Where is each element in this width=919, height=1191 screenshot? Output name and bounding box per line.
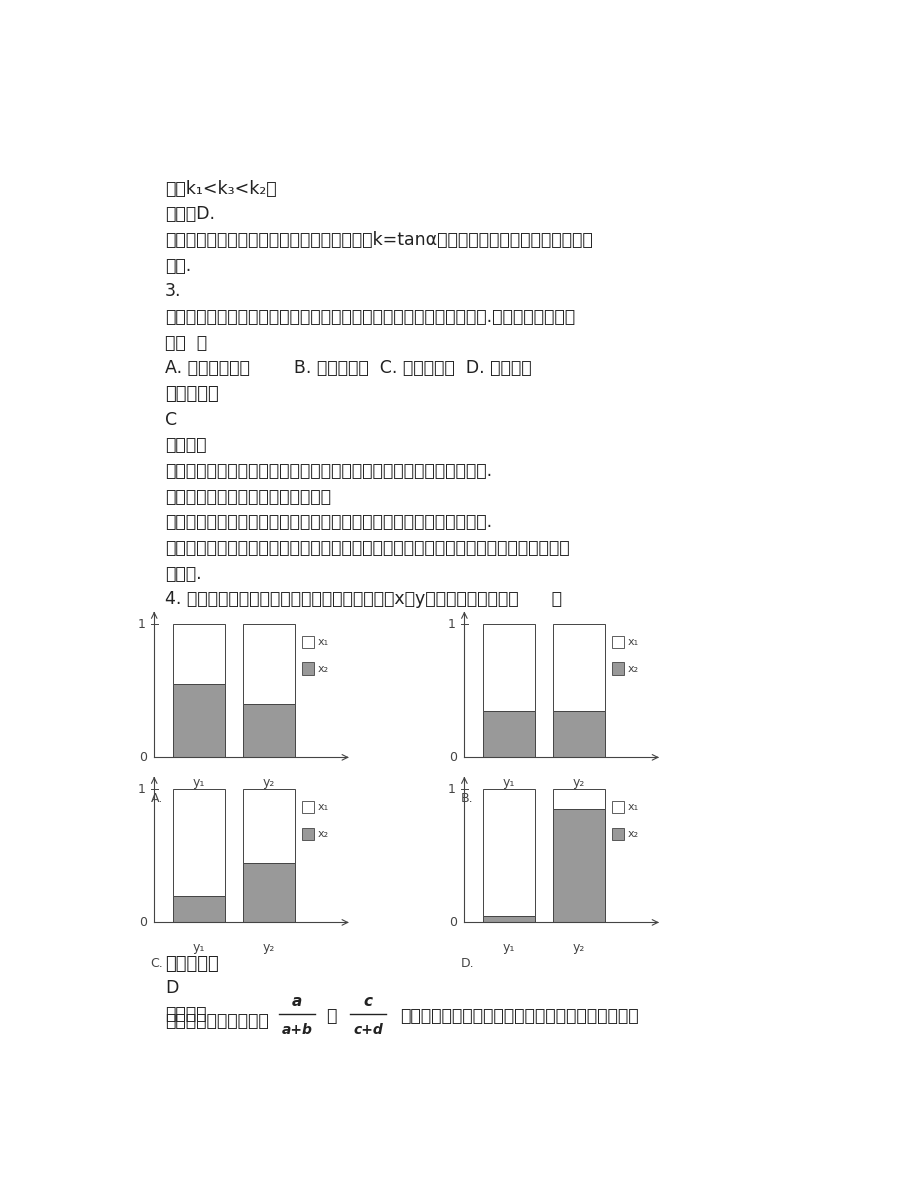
Text: x₁: x₁ (627, 803, 638, 812)
Bar (552, 624, 605, 711)
Text: y₂: y₂ (573, 775, 584, 788)
Bar (552, 810, 605, 922)
Text: 中（  ）: 中（ ） (165, 333, 207, 351)
Bar (552, 711, 605, 757)
Text: 在频率等高条形图中，: 在频率等高条形图中， (165, 1012, 268, 1030)
Text: a+b: a+b (281, 1023, 312, 1037)
Bar (243, 624, 295, 704)
Text: 【分析】: 【分析】 (165, 436, 206, 455)
Text: y₂: y₂ (263, 775, 275, 788)
Text: A. 推理形式错误        B. 小前提错误  C. 大前提错误  D. 结论错误: A. 推理形式错误 B. 小前提错误 C. 大前提错误 D. 结论错误 (165, 360, 531, 378)
Bar (243, 790, 295, 862)
Text: 0: 0 (448, 750, 457, 763)
Bar (552, 790, 605, 810)
Text: 1: 1 (448, 618, 455, 631)
Text: 相差很大时，我们认为两个分类变量有关系，即可得: 相差很大时，我们认为两个分类变量有关系，即可得 (400, 1006, 638, 1025)
Text: 参考答案：: 参考答案： (165, 954, 219, 973)
Text: 性质.: 性质. (165, 256, 191, 275)
Text: x₂: x₂ (317, 663, 328, 674)
Bar (612, 800, 623, 813)
Bar (612, 636, 623, 648)
Text: 与: 与 (325, 1006, 335, 1025)
Text: 1: 1 (448, 782, 455, 796)
Bar (173, 790, 224, 896)
Text: y₁: y₁ (502, 941, 515, 954)
Bar (302, 828, 313, 840)
Text: y₁: y₁ (192, 941, 205, 954)
Text: 【分析】: 【分析】 (165, 1005, 206, 1023)
Bar (243, 704, 295, 757)
Text: 4. 观察下面频率等高条形图，其中两个分类变量x，y之间关系最强的是（      ）: 4. 观察下面频率等高条形图，其中两个分类变量x，y之间关系最强的是（ ） (165, 591, 562, 609)
Text: x₂: x₂ (317, 829, 328, 838)
Bar (302, 800, 313, 813)
Text: 【点睛】本题主要考查逻辑推理的结构，分清三段论推理中的大前提，小前提，结论是求: 【点睛】本题主要考查逻辑推理的结构，分清三段论推理中的大前提，小前提，结论是求 (165, 540, 569, 557)
Text: C: C (165, 411, 176, 429)
Text: 解关键.: 解关键. (165, 565, 201, 582)
Text: 3.: 3. (165, 282, 181, 300)
Text: 1: 1 (138, 782, 145, 796)
Text: 【点评】本题考查直线倾斜角和斜率的关系：k=tanα，研究的方法就是利用正切函数的: 【点评】本题考查直线倾斜角和斜率的关系：k=tanα，研究的方法就是利用正切函数… (165, 231, 592, 249)
Text: c+d: c+d (353, 1023, 382, 1037)
Bar (302, 636, 313, 648)
Bar (612, 828, 623, 840)
Text: 矩形的对角线互相垂直，正方形的对角线互相垂直，所以正方形是矩形.以上三段论的推理: 矩形的对角线互相垂直，正方形的对角线互相垂直，所以正方形是矩形.以上三段论的推理 (165, 308, 574, 326)
Text: 0: 0 (448, 916, 457, 929)
Text: c: c (363, 993, 372, 1009)
Bar (482, 916, 534, 922)
Text: x₂: x₂ (627, 663, 638, 674)
Text: y₂: y₂ (263, 941, 275, 954)
Bar (482, 790, 534, 916)
Text: a: a (291, 993, 301, 1009)
Text: x₁: x₁ (317, 803, 328, 812)
Bar (173, 684, 224, 757)
Bar (482, 711, 534, 757)
Text: y₁: y₁ (192, 775, 205, 788)
Text: 【详解】矩形的对角线不是垂直的，: 【详解】矩形的对角线不是垂直的， (165, 488, 331, 506)
Text: 0: 0 (139, 916, 147, 929)
Text: C.: C. (151, 958, 164, 971)
Text: A.: A. (151, 792, 163, 805)
Text: x₁: x₁ (317, 637, 328, 647)
Text: B.: B. (460, 792, 473, 805)
Bar (173, 624, 224, 684)
Bar (612, 662, 623, 675)
Text: x₁: x₁ (627, 637, 638, 647)
Bar (243, 862, 295, 922)
Text: 综上k₁<k₃<k₂，: 综上k₁<k₃<k₂， (165, 180, 277, 198)
Text: 利用几何知识可知矩形的对角线不是垂直的，所以是大前提出现了错误.: 利用几何知识可知矩形的对角线不是垂直的，所以是大前提出现了错误. (165, 462, 492, 480)
Text: 正方形的对角线是垂直的，正方形是矩形，所以可知大前提出现了错误.: 正方形的对角线是垂直的，正方形是矩形，所以可知大前提出现了错误. (165, 513, 492, 531)
Text: 1: 1 (138, 618, 145, 631)
Text: D: D (165, 979, 178, 997)
Text: x₂: x₂ (627, 829, 638, 838)
Text: 故选：D.: 故选：D. (165, 205, 215, 223)
Text: 0: 0 (139, 750, 147, 763)
Text: y₁: y₁ (502, 775, 515, 788)
Bar (302, 662, 313, 675)
Text: D.: D. (460, 958, 474, 971)
Bar (173, 896, 224, 922)
Bar (482, 624, 534, 711)
Text: y₂: y₂ (573, 941, 584, 954)
Text: 参考答案：: 参考答案： (165, 385, 219, 403)
